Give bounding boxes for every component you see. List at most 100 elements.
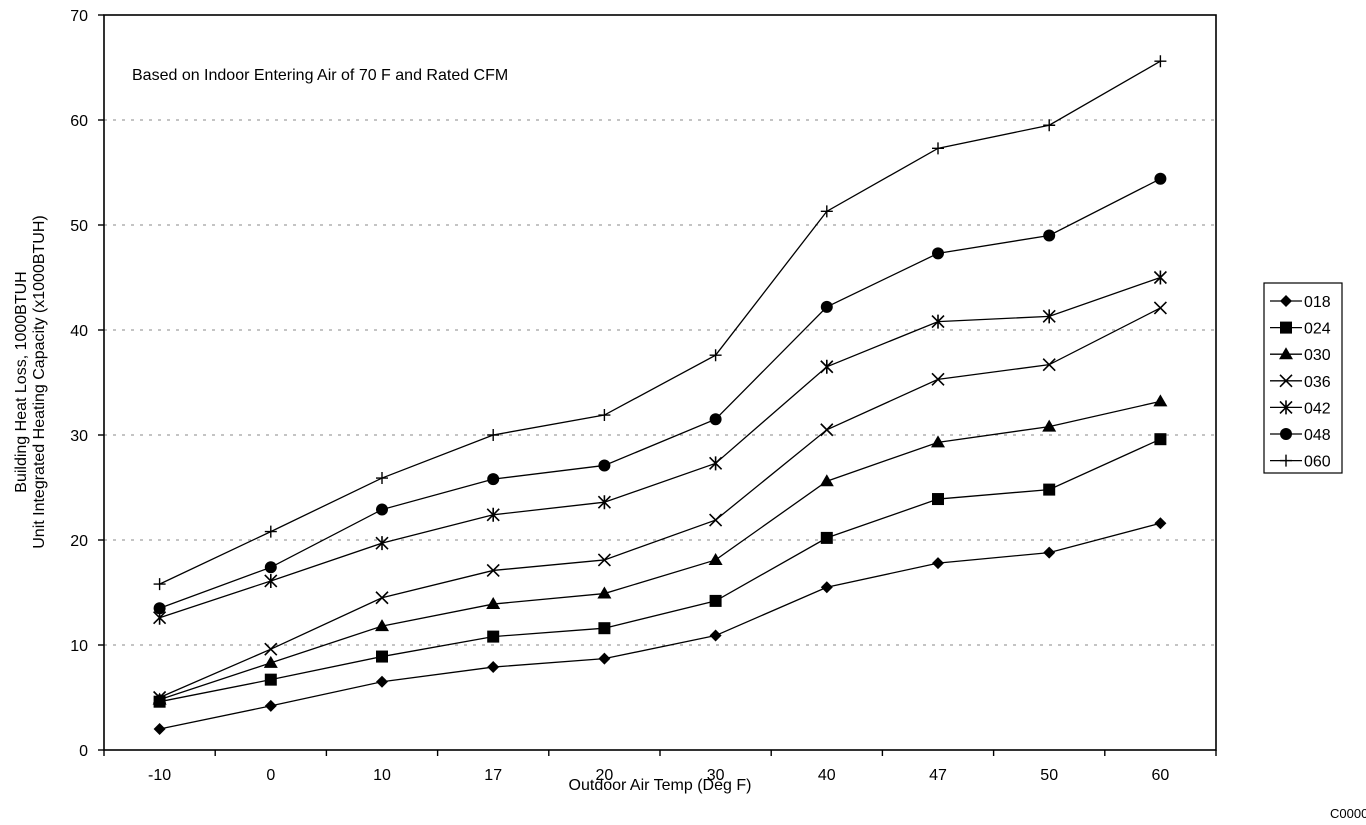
series-036: [153, 301, 1167, 705]
series-line: [159, 307, 1161, 699]
series-line: [159, 438, 1161, 703]
legend-label: 024: [1304, 321, 1331, 338]
data-point-marker: [1043, 119, 1056, 132]
data-point-marker: [709, 456, 723, 471]
data-point-marker: [709, 629, 722, 642]
data-point-marker: [1153, 270, 1167, 285]
x-axis-title: Outdoor Air Temp (Deg F): [569, 777, 752, 794]
data-point-marker: [264, 561, 277, 574]
legend-entry-042: 042: [1270, 400, 1331, 417]
y-axis-title: Building Heat Loss, 1000BTUH Unit Integr…: [13, 215, 48, 549]
data-point-marker: [820, 581, 833, 594]
data-point-marker: [1043, 546, 1056, 559]
data-point-marker: [263, 655, 278, 668]
series-060: [153, 55, 1167, 591]
series-048: [153, 172, 1167, 615]
data-point-marker: [709, 594, 722, 607]
legend-entry-030: 030: [1270, 347, 1331, 364]
data-point-marker: [1042, 358, 1056, 372]
series-line: [159, 178, 1161, 609]
legend-label: 048: [1304, 427, 1331, 444]
data-point-marker: [376, 472, 388, 485]
data-point-marker: [1153, 394, 1168, 407]
data-point-marker: [931, 372, 945, 386]
series-line: [159, 276, 1161, 619]
data-point-marker: [264, 525, 277, 538]
data-point-marker: [1280, 295, 1292, 307]
data-point-marker: [264, 573, 278, 588]
data-point-marker: [1154, 433, 1167, 446]
legend-label: 036: [1304, 374, 1331, 391]
data-point-marker: [597, 586, 612, 599]
data-point-marker: [597, 553, 611, 567]
x-tick-label: 0: [266, 767, 275, 784]
legend-label: 042: [1304, 400, 1331, 417]
x-tick-label: 60: [1152, 767, 1170, 784]
data-point-marker: [1279, 374, 1293, 388]
data-point-marker: [1280, 321, 1292, 334]
data-point-marker: [932, 493, 944, 506]
x-tick-label: 17: [484, 767, 502, 784]
y-axis: 0 10 20 30 40 50 60 70: [70, 8, 104, 760]
x-tick-label: 10: [373, 767, 391, 784]
data-point-marker: [264, 642, 278, 656]
data-point-marker: [153, 690, 167, 705]
data-point-marker: [487, 429, 500, 441]
data-point-marker: [820, 531, 833, 544]
series-024: [153, 433, 1167, 708]
data-point-marker: [1279, 347, 1293, 360]
data-point-marker: [1042, 419, 1057, 432]
data-point-marker: [709, 413, 722, 426]
legend-entry-036: 036: [1270, 374, 1331, 391]
data-point-marker: [264, 699, 277, 712]
x-tick-label: 20: [596, 767, 614, 784]
legend-label: 030: [1304, 347, 1331, 364]
data-point-marker: [820, 300, 833, 313]
data-point-marker: [820, 423, 834, 437]
data-point-marker: [820, 359, 834, 374]
series-line: [159, 522, 1161, 730]
data-point-marker: [709, 349, 722, 362]
series-042: [153, 270, 1167, 625]
data-point-marker: [1280, 454, 1292, 467]
data-point-marker: [486, 507, 500, 522]
data-point-marker: [264, 673, 277, 686]
data-point-marker: [598, 459, 611, 472]
legend-entry-060: 060: [1270, 454, 1331, 471]
y-tick-label: 0: [79, 743, 88, 760]
data-point-marker: [153, 602, 166, 615]
data-point-marker: [1280, 428, 1292, 440]
data-point-marker: [487, 661, 500, 674]
data-point-marker: [376, 503, 388, 516]
data-point-marker: [153, 723, 166, 735]
data-point-marker: [598, 622, 611, 635]
legend: 018 024 030 036 042 048 060: [1263, 282, 1343, 474]
data-point-marker: [932, 142, 944, 155]
data-point-marker: [376, 675, 388, 688]
figure-code: C0000: [1330, 806, 1366, 821]
data-point-marker: [153, 578, 166, 591]
data-point-marker: [1043, 483, 1056, 496]
data-point-marker: [375, 536, 389, 551]
data-point-marker: [819, 474, 834, 487]
data-point-marker: [1153, 301, 1167, 315]
y-tick-label: 30: [70, 428, 88, 445]
legend-entry-024: 024: [1270, 321, 1331, 338]
series-layer: [152, 55, 1168, 735]
series-018: [153, 517, 1167, 735]
data-point-marker: [486, 597, 501, 610]
legend-entry-048: 048: [1270, 427, 1331, 444]
y-tick-label: 60: [70, 113, 88, 130]
data-point-marker: [486, 563, 500, 578]
y-axis-title-line-2: Unit Integrated Heating Capacity (x1000B…: [31, 215, 48, 549]
data-point-marker: [598, 409, 611, 422]
y-axis-title-line-1: Building Heat Loss, 1000BTUH: [13, 271, 30, 492]
y-tick-label: 70: [70, 8, 88, 25]
x-tick-label: 30: [707, 767, 725, 784]
data-point-marker: [487, 630, 500, 643]
data-point-marker: [376, 650, 388, 663]
data-point-marker: [375, 591, 389, 605]
data-point-marker: [1154, 517, 1167, 530]
chart-annotation: Based on Indoor Entering Air of 70 F and…: [132, 67, 508, 84]
